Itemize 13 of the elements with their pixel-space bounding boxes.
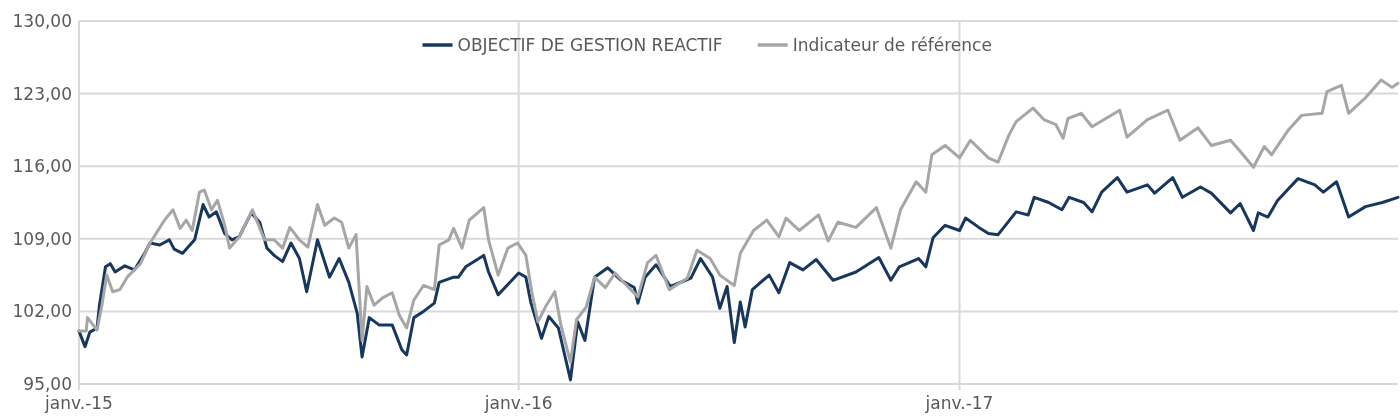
legend-label: Indicateur de référence	[792, 34, 992, 55]
y-tick-label: 95,00	[23, 373, 72, 394]
y-tick-label: 102,00	[12, 301, 72, 322]
y-tick-label: 130,00	[12, 10, 72, 31]
legend-label: OBJECTIF DE GESTION REACTIF	[457, 34, 723, 55]
line-series	[77, 78, 1400, 364]
x-tick-label: janv.-17	[924, 393, 994, 413]
y-tick-label: 109,00	[12, 228, 72, 249]
x-tick-label: janv.-16	[483, 393, 553, 413]
x-tick-label: janv.-15	[44, 393, 113, 413]
y-tick-label: 123,00	[12, 83, 72, 104]
y-tick-label: 116,00	[12, 156, 72, 177]
line-series	[77, 176, 1400, 382]
